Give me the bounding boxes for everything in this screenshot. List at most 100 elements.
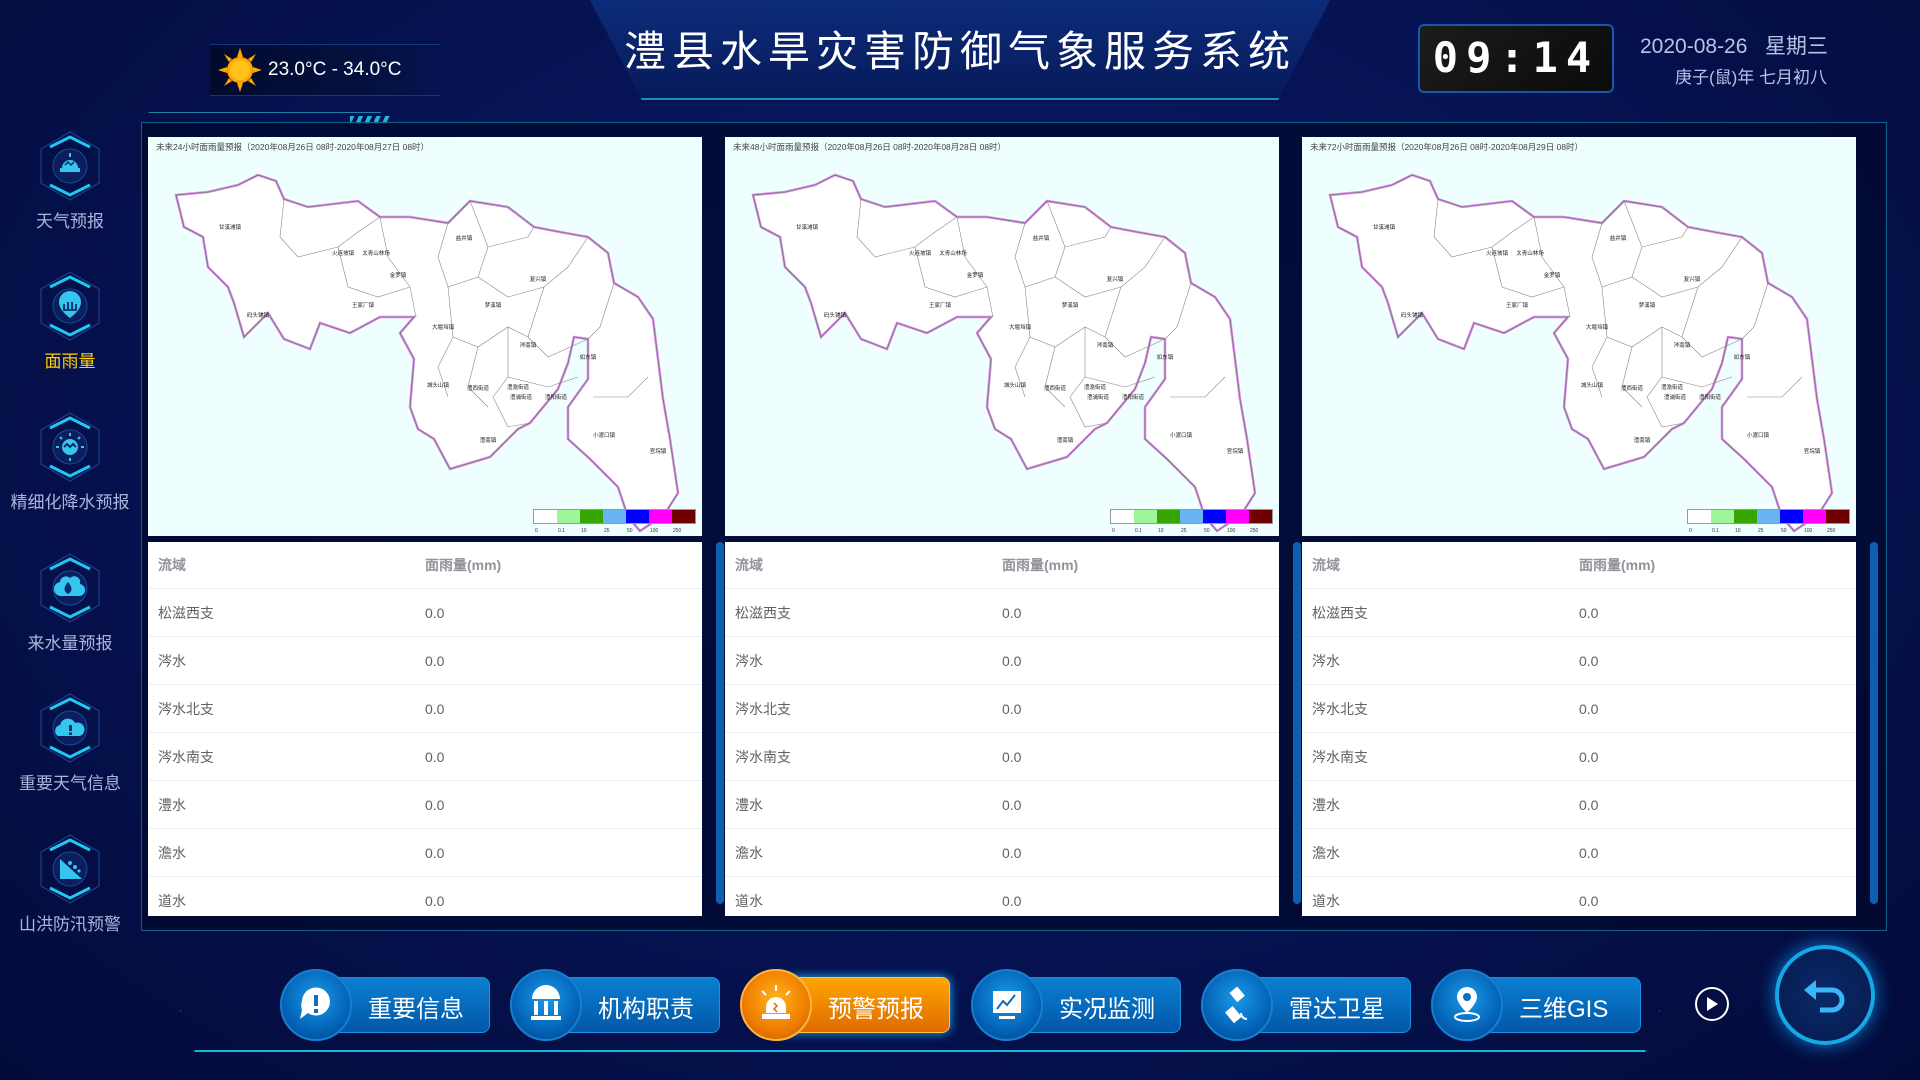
township-border — [279, 198, 381, 258]
location-pin-icon — [1454, 987, 1480, 1022]
rainfall-legend — [1687, 509, 1850, 524]
township-border — [914, 246, 988, 298]
township-border — [492, 396, 531, 428]
rainfall-value: 0.0 — [1002, 748, 1022, 765]
table-row[interactable]: 涔水北支 0.0 — [725, 685, 1279, 733]
table-row[interactable]: 道水 0.0 — [1302, 877, 1856, 916]
title-plate — [590, 0, 1330, 100]
rainfall-legend — [1110, 509, 1273, 524]
table-row[interactable]: 道水 0.0 — [725, 877, 1279, 916]
legend-ticks: 0 0.1 10 25 50 100 250 — [1112, 528, 1259, 534]
table-row[interactable]: 松滋西支 0.0 — [1302, 589, 1856, 637]
town-label: 城头山镇 — [1004, 381, 1027, 389]
rainfall-value: 0.0 — [1579, 748, 1599, 765]
nav-button-1[interactable]: 机构职责 — [510, 969, 720, 1041]
stripes-decoration — [350, 116, 390, 124]
date-text: 2020-08-26 — [1640, 35, 1748, 58]
legend-swatch — [603, 510, 626, 523]
table-row[interactable]: 涔水 0.0 — [148, 637, 702, 685]
legend-tick: 25 — [1758, 528, 1764, 534]
basin-name: 涔水南支 — [158, 748, 214, 765]
table-scrollbar-1[interactable] — [1293, 542, 1301, 904]
rainfall-value: 0.0 — [1579, 796, 1599, 813]
nav-button-3[interactable]: 实况监测 — [971, 969, 1181, 1041]
legend-swatch — [626, 510, 649, 523]
township-border — [1491, 246, 1565, 298]
legend-swatch — [580, 510, 603, 523]
legend-ticks: 0 0.1 10 25 50 100 250 — [1689, 528, 1836, 534]
table-row[interactable]: 澧水 0.0 — [1302, 781, 1856, 829]
rainfall-value: 0.0 — [425, 748, 445, 765]
township-border — [1104, 336, 1166, 358]
legend-tick: 50 — [627, 528, 633, 534]
table-row[interactable]: 澧水 0.0 — [148, 781, 702, 829]
sidebar-item-2[interactable]: 精细化降水预报 — [0, 411, 140, 514]
table-row[interactable]: 涔水南支 0.0 — [725, 733, 1279, 781]
back-arrow-icon — [1804, 980, 1845, 1013]
township-border — [1064, 226, 1112, 248]
county-outline — [174, 173, 680, 533]
nav-button-icon-circle — [1201, 969, 1273, 1041]
table-scrollbar-0[interactable] — [716, 542, 724, 904]
town-label: 太青山林场 — [362, 249, 390, 257]
sun-cloud-icon — [40, 412, 100, 482]
township-border — [1681, 336, 1743, 358]
town-label: 火连坡镇 — [1486, 249, 1509, 257]
township-border — [1621, 346, 1643, 408]
sidebar-item-label: 天气预报 — [36, 212, 104, 231]
sidebar-item-label: 来水量预报 — [27, 634, 113, 653]
legend-tick: 50 — [1781, 528, 1787, 534]
table-row[interactable]: 澹水 0.0 — [1302, 829, 1856, 877]
table-row[interactable]: 澹水 0.0 — [725, 829, 1279, 877]
table-scrollbar-2[interactable] — [1870, 542, 1878, 904]
basin-name: 涔水北支 — [158, 700, 214, 717]
table-row[interactable]: 松滋西支 0.0 — [148, 589, 702, 637]
town-label: 澧浦街道 — [1664, 393, 1687, 401]
basin-name: 涔水南支 — [735, 748, 791, 765]
legend-swatch — [1757, 510, 1780, 523]
table-row[interactable]: 涔水 0.0 — [725, 637, 1279, 685]
township-border — [1533, 216, 1571, 318]
table-row[interactable]: 道水 0.0 — [148, 877, 702, 916]
sidebar-item-0[interactable]: 天气预报 — [0, 130, 140, 233]
town-label: 澧南镇 — [1057, 436, 1074, 444]
table-row[interactable]: 涔水北支 0.0 — [1302, 685, 1856, 733]
town-label: 火连坡镇 — [909, 249, 932, 257]
town-label: 如东镇 — [580, 353, 597, 361]
nav-button-0[interactable]: 重要信息 — [280, 969, 490, 1041]
rain-area-icon — [40, 271, 100, 341]
nav-button-4[interactable]: 雷达卫星 — [1201, 969, 1411, 1041]
play-button[interactable] — [1695, 987, 1729, 1021]
line-chart-icon — [993, 991, 1021, 1019]
sidebar-item-4[interactable]: 重要天气信息 — [0, 692, 140, 795]
town-label: 澧南镇 — [480, 436, 497, 444]
sidebar-item-5[interactable]: 山洪防汛预警 — [0, 833, 140, 936]
sidebar-item-3[interactable]: 来水量预报 — [0, 552, 140, 655]
town-label: 澧浦街道 — [510, 393, 533, 401]
town-label: 澧阳街道 — [1122, 393, 1145, 401]
town-label: 澧澹街道 — [507, 383, 530, 391]
rainfall-value: 0.0 — [1579, 604, 1599, 621]
nav-button-5[interactable]: 三维GIS — [1431, 969, 1641, 1041]
table-row[interactable]: 澧水 0.0 — [725, 781, 1279, 829]
township-border — [1747, 376, 1803, 398]
sidebar-item-1[interactable]: 面雨量 — [0, 270, 140, 373]
township-border — [1014, 336, 1031, 398]
town-label: 火连坡镇 — [332, 249, 355, 257]
town-label: 大堰垱镇 — [1009, 323, 1032, 331]
alarm-light-icon — [761, 985, 791, 1019]
table-row[interactable]: 涔水北支 0.0 — [148, 685, 702, 733]
legend-swatch — [1826, 510, 1849, 523]
table-row[interactable]: 松滋西支 0.0 — [725, 589, 1279, 637]
basin-name: 澧水 — [735, 796, 763, 813]
sidebar-item-label: 面雨量 — [44, 352, 96, 371]
back-button[interactable] — [1775, 945, 1875, 1045]
town-label: 梦溪镇 — [485, 301, 502, 309]
sidebar-item-label: 山洪防汛预警 — [19, 915, 121, 934]
nav-button-2[interactable]: 预警预报 — [740, 969, 950, 1041]
table-row[interactable]: 涔水南支 0.0 — [1302, 733, 1856, 781]
town-label: 如东镇 — [1734, 353, 1751, 361]
table-row[interactable]: 澹水 0.0 — [148, 829, 702, 877]
table-row[interactable]: 涔水南支 0.0 — [148, 733, 702, 781]
table-row[interactable]: 涔水 0.0 — [1302, 637, 1856, 685]
